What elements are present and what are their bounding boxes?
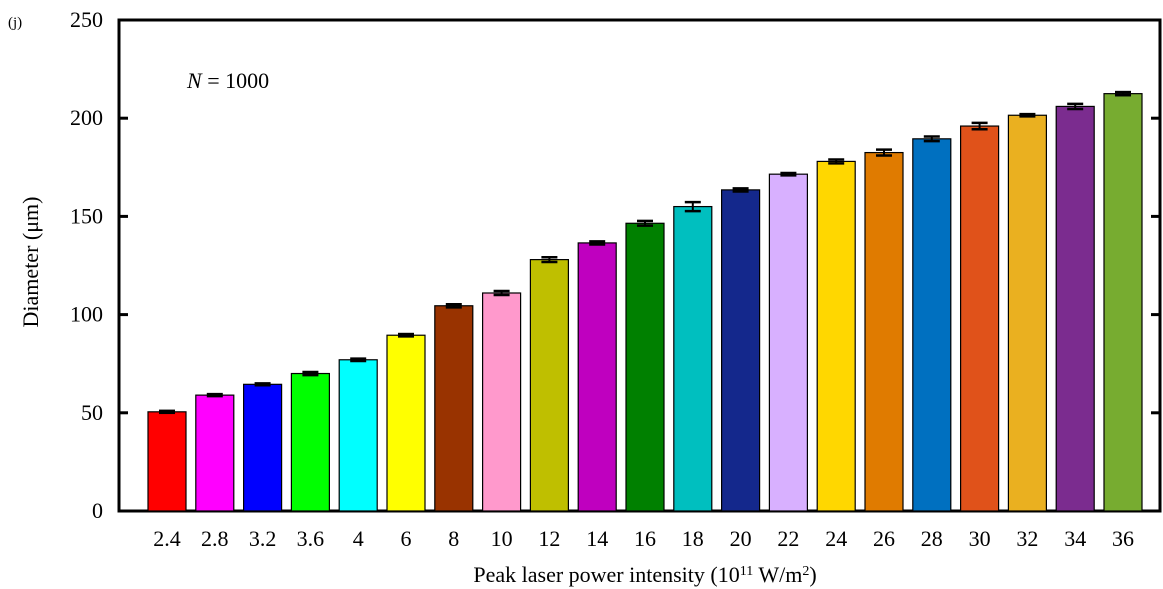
bar	[959, 125, 1000, 512]
x-axis-title: Peak laser power intensity (1011 W/m2)	[473, 562, 816, 587]
sample-size-annotation: N = 1000	[186, 68, 269, 93]
bar	[1103, 93, 1143, 512]
bar	[625, 222, 665, 512]
x-tick-label: 4	[353, 526, 364, 551]
annotation-text: = 1000	[202, 68, 269, 93]
y-axis-title: Diameter (μm)	[18, 197, 43, 328]
x-axis-title-sup1: 11	[740, 564, 753, 579]
bar	[434, 305, 474, 512]
bar	[386, 334, 426, 512]
y-axis: 0 50 100 150 200 250	[70, 7, 1160, 523]
y-tick-label: 250	[70, 7, 103, 32]
bar	[338, 359, 378, 512]
x-tick-label: 26	[873, 526, 895, 551]
x-tick-label: 14	[586, 526, 608, 551]
x-tick-label: 34	[1064, 526, 1086, 551]
bar	[195, 394, 235, 512]
x-tick-label: 6	[401, 526, 412, 551]
bar	[864, 151, 904, 512]
x-tick-label: 3.2	[249, 526, 277, 551]
y-tick-label: 0	[92, 498, 103, 523]
bar	[720, 189, 761, 512]
bar	[482, 292, 522, 512]
y-tick-label: 150	[70, 203, 103, 228]
x-axis: 2.4 2.8 3.2 3.6 4 6 8 10 12 14 16 18 20 22 24 26 28 30 32 3…	[153, 526, 1134, 551]
bar	[577, 242, 617, 512]
x-tick-label: 32	[1016, 526, 1038, 551]
bars-group	[147, 90, 1143, 512]
bar	[673, 205, 713, 512]
x-tick-label: 20	[730, 526, 752, 551]
x-tick-label: 18	[682, 526, 704, 551]
x-tick-label: 8	[448, 526, 459, 551]
x-tick-label: 22	[777, 526, 799, 551]
bar	[912, 138, 952, 512]
bar	[243, 383, 283, 512]
x-tick-label: 2.4	[153, 526, 181, 551]
bar	[147, 411, 187, 512]
x-axis-title-sup2: 2	[802, 564, 809, 579]
annotation-italic: N	[186, 68, 203, 93]
bar	[290, 372, 330, 512]
bar	[1007, 114, 1048, 512]
bar	[816, 160, 856, 512]
bar	[529, 259, 570, 512]
x-axis-title-mid: W/m	[753, 562, 802, 587]
x-tick-label: 2.8	[201, 526, 229, 551]
x-tick-label: 28	[921, 526, 943, 551]
bar	[1055, 105, 1095, 512]
x-axis-title-end: )	[809, 562, 816, 587]
x-axis-title-main: Peak laser power intensity (10	[473, 562, 739, 587]
x-tick-label: 3.6	[297, 526, 325, 551]
y-tick-label: 50	[81, 400, 103, 425]
x-tick-label: 12	[538, 526, 560, 551]
x-tick-label: 10	[491, 526, 513, 551]
x-tick-label: 36	[1112, 526, 1134, 551]
y-tick-label: 100	[70, 302, 103, 327]
y-tick-label: 200	[70, 105, 103, 130]
x-tick-label: 24	[825, 526, 847, 551]
panel-label: (j)	[8, 15, 22, 31]
bar	[768, 173, 809, 512]
x-tick-label: 16	[634, 526, 656, 551]
x-tick-label: 30	[969, 526, 991, 551]
